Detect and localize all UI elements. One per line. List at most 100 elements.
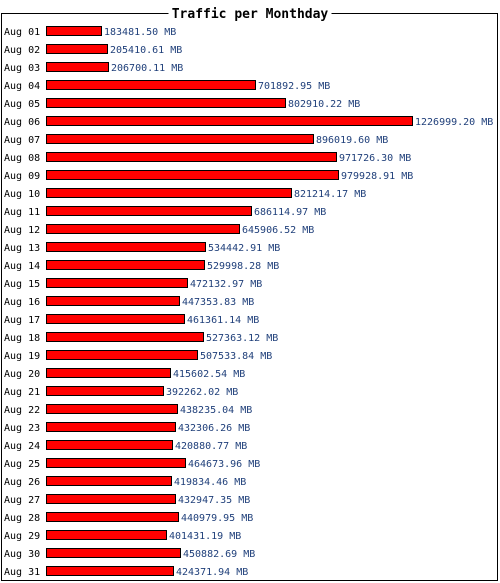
traffic-bar <box>46 314 185 324</box>
value-label: 821214.17 MB <box>294 189 366 200</box>
value-label: 534442.91 MB <box>208 243 280 254</box>
bar-row: Aug 22 438235.04 MB <box>4 404 252 416</box>
value-label: 1226999.20 MB <box>415 117 493 128</box>
day-label: Aug 31 <box>4 567 40 578</box>
day-label: Aug 13 <box>4 243 40 254</box>
bar-row: Aug 15 472132.97 MB <box>4 278 262 290</box>
bar-row: Aug 28 440979.95 MB <box>4 512 253 524</box>
chart-frame <box>1 13 498 581</box>
day-label: Aug 20 <box>4 369 40 380</box>
bar-row: Aug 16 447353.83 MB <box>4 296 254 308</box>
bar-row: Aug 13 534442.91 MB <box>4 242 280 254</box>
bar-row: Aug 14 529998.28 MB <box>4 260 279 272</box>
day-label: Aug 05 <box>4 99 40 110</box>
traffic-bar <box>46 62 109 72</box>
day-label: Aug 08 <box>4 153 40 164</box>
value-label: 401431.19 MB <box>169 531 241 542</box>
day-label: Aug 09 <box>4 171 40 182</box>
traffic-bar <box>46 242 206 252</box>
traffic-bar <box>46 206 252 216</box>
value-label: 183481.50 MB <box>104 27 176 38</box>
traffic-bar <box>46 188 292 198</box>
day-label: Aug 01 <box>4 27 40 38</box>
bar-row: Aug 12 645906.52 MB <box>4 224 314 236</box>
bar-row: Aug 20 415602.54 MB <box>4 368 245 380</box>
value-label: 802910.22 MB <box>288 99 360 110</box>
bar-row: Aug 29 401431.19 MB <box>4 530 241 542</box>
bar-row: Aug 27 432947.35 MB <box>4 494 250 506</box>
value-label: 461361.14 MB <box>187 315 259 326</box>
day-label: Aug 03 <box>4 63 40 74</box>
traffic-bar <box>46 386 164 396</box>
value-label: 527363.12 MB <box>206 333 278 344</box>
bar-row: Aug 25 464673.96 MB <box>4 458 260 470</box>
day-label: Aug 19 <box>4 351 40 362</box>
day-label: Aug 30 <box>4 549 40 560</box>
bar-row: Aug 05 802910.22 MB <box>4 98 360 110</box>
traffic-bar <box>46 548 181 558</box>
value-label: 420880.77 MB <box>175 441 247 452</box>
value-label: 507533.84 MB <box>200 351 272 362</box>
bar-row: Aug 04 701892.95 MB <box>4 80 330 92</box>
traffic-bar <box>46 350 198 360</box>
day-label: Aug 10 <box>4 189 40 200</box>
value-label: 415602.54 MB <box>173 369 245 380</box>
value-label: 686114.97 MB <box>254 207 326 218</box>
bar-row: Aug 30 450882.69 MB <box>4 548 255 560</box>
traffic-bar <box>46 260 205 270</box>
value-label: 971726.30 MB <box>339 153 411 164</box>
day-label: Aug 26 <box>4 477 40 488</box>
traffic-bar <box>46 26 102 36</box>
traffic-bar <box>46 278 188 288</box>
traffic-bar <box>46 44 108 54</box>
traffic-bar <box>46 296 180 306</box>
traffic-bar <box>46 332 204 342</box>
bar-row: Aug 31 424371.94 MB <box>4 566 248 578</box>
traffic-bar <box>46 566 174 576</box>
value-label: 645906.52 MB <box>242 225 314 236</box>
bar-row: Aug 01 183481.50 MB <box>4 26 176 38</box>
traffic-bar <box>46 422 176 432</box>
value-label: 424371.94 MB <box>176 567 248 578</box>
chart-title: Traffic per Monthday <box>172 7 329 22</box>
traffic-bar <box>46 530 167 540</box>
bar-row: Aug 11 686114.97 MB <box>4 206 326 218</box>
bar-row: Aug 02 205410.61 MB <box>4 44 182 56</box>
traffic-bar <box>46 458 186 468</box>
traffic-bar <box>46 440 173 450</box>
traffic-bar <box>46 170 339 180</box>
traffic-bar <box>46 98 286 108</box>
traffic-bar <box>46 512 179 522</box>
value-label: 701892.95 MB <box>258 81 330 92</box>
day-label: Aug 04 <box>4 81 40 92</box>
bar-row: Aug 07 896019.60 MB <box>4 134 388 146</box>
day-label: Aug 25 <box>4 459 40 470</box>
value-label: 205410.61 MB <box>110 45 182 56</box>
traffic-bar <box>46 134 314 144</box>
day-label: Aug 02 <box>4 45 40 56</box>
day-label: Aug 21 <box>4 387 40 398</box>
value-label: 440979.95 MB <box>181 513 253 524</box>
value-label: 438235.04 MB <box>180 405 252 416</box>
value-label: 392262.02 MB <box>166 387 238 398</box>
value-label: 450882.69 MB <box>183 549 255 560</box>
bar-row: Aug 21 392262.02 MB <box>4 386 238 398</box>
value-label: 432306.26 MB <box>178 423 250 434</box>
day-label: Aug 23 <box>4 423 40 434</box>
value-label: 529998.28 MB <box>207 261 279 272</box>
bar-row: Aug 03 206700.11 MB <box>4 62 183 74</box>
day-label: Aug 15 <box>4 279 40 290</box>
traffic-bar <box>46 476 172 486</box>
value-label: 447353.83 MB <box>182 297 254 308</box>
traffic-bar <box>46 152 337 162</box>
bar-row: Aug 23 432306.26 MB <box>4 422 250 434</box>
value-label: 206700.11 MB <box>111 63 183 74</box>
value-label: 419834.46 MB <box>174 477 246 488</box>
bar-row: Aug 18 527363.12 MB <box>4 332 278 344</box>
traffic-bar <box>46 404 178 414</box>
day-label: Aug 07 <box>4 135 40 146</box>
day-label: Aug 16 <box>4 297 40 308</box>
day-label: Aug 28 <box>4 513 40 524</box>
